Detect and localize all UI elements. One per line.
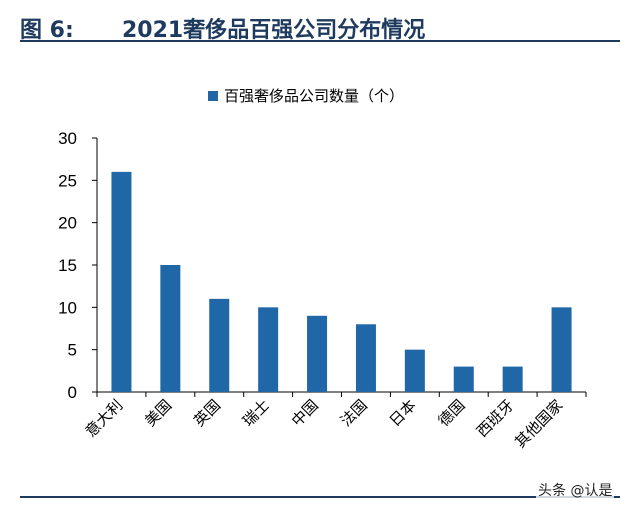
footer-rule [20, 496, 620, 498]
y-tick-label: 20 [58, 214, 77, 233]
bar-10 [551, 307, 572, 392]
figure-number: 图 6: [20, 18, 74, 43]
legend-swatch [208, 91, 218, 101]
y-tick-label: 10 [58, 298, 77, 317]
bar-9 [502, 366, 523, 392]
header-rule [20, 40, 620, 42]
x-category-label: 西班牙 [473, 396, 518, 441]
figure-header: 图 6: 2021奢侈品百强公司分布情况 [20, 6, 620, 46]
x-category-label: 英国 [190, 396, 224, 430]
bar-8 [453, 366, 474, 392]
x-category-label: 中国 [288, 396, 322, 430]
x-category-label: 意大利 [82, 396, 127, 441]
bar-4 [258, 307, 279, 392]
x-category-label: 德国 [435, 396, 469, 430]
x-category-label: 法国 [337, 396, 371, 430]
bar-6 [355, 324, 376, 392]
bar-3 [209, 298, 230, 392]
x-category-label: 美国 [141, 396, 175, 430]
bar-2 [160, 265, 181, 392]
y-tick-label: 25 [58, 171, 77, 190]
bar-5 [307, 315, 328, 392]
bar-7 [404, 349, 425, 392]
watermark: 头条 @认是 [536, 480, 615, 500]
y-tick-label: 15 [58, 256, 77, 275]
figure-title: 2021奢侈品百强公司分布情况 [122, 18, 426, 43]
x-category-label: 瑞士 [239, 396, 273, 430]
y-tick-label: 5 [68, 341, 77, 360]
legend-label: 百强奢侈品公司数量（个） [224, 87, 404, 105]
y-tick-label: 0 [68, 383, 77, 402]
bar-1 [111, 171, 132, 392]
y-tick-label: 30 [58, 129, 77, 148]
x-category-label: 日本 [386, 396, 420, 430]
x-category-label: 其他国家 [511, 396, 566, 451]
